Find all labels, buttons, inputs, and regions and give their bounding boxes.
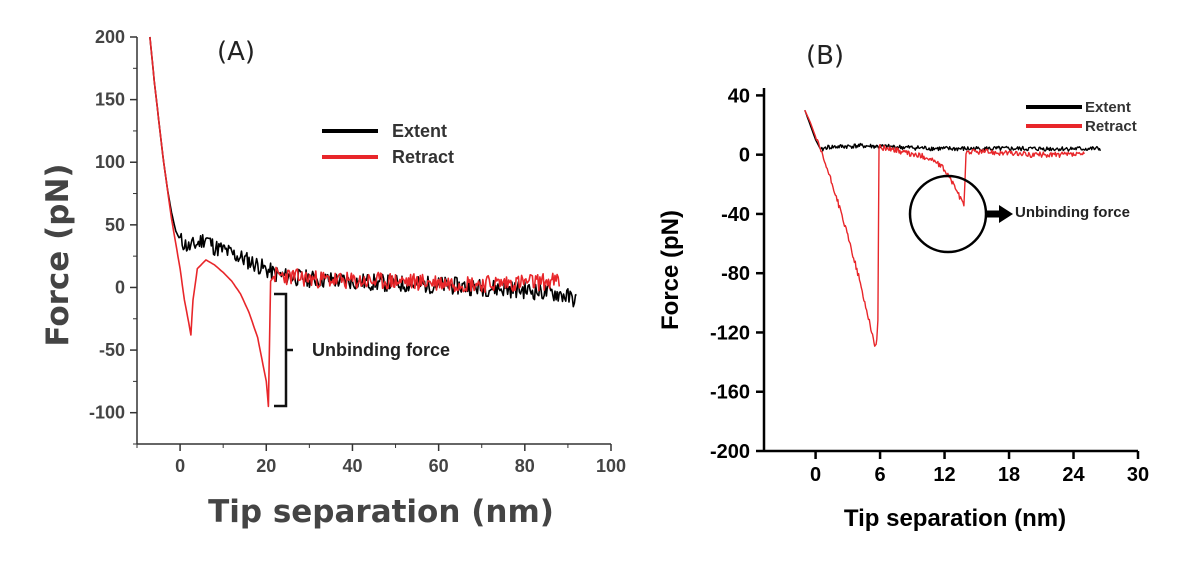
y-tick-label-a: 150: [95, 90, 125, 110]
x-tick-label-a: 0: [175, 456, 185, 476]
series-line-retract-a: [149, 36, 561, 408]
y-axis-title-a: Force (pN): [40, 163, 76, 346]
x-tick-label-b: 24: [1062, 464, 1085, 486]
legend-label-retract-b: Retract: [1085, 118, 1137, 135]
unbinding-circle-b: [908, 174, 988, 254]
unbinding-label-b: Unbinding force: [1015, 204, 1130, 221]
y-tick-label-a: -100: [89, 403, 125, 423]
x-tick-label-b: 18: [998, 464, 1020, 486]
legend-label-retract-a: Retract: [392, 147, 454, 167]
x-tick-label-b: 6: [875, 464, 886, 486]
series-line-retract-b: [804, 109, 1085, 347]
y-tick-label-b: 40: [728, 85, 750, 107]
y-tick-label-b: -120: [710, 322, 750, 344]
x-tick-label-a: 80: [515, 456, 535, 476]
panel-label-b: (B): [806, 41, 844, 71]
x-tick-label-a: 100: [596, 456, 626, 476]
y-tick-label-a: 0: [115, 277, 125, 297]
x-tick-label-b: 30: [1127, 464, 1149, 486]
x-tick-label-a: 60: [429, 456, 449, 476]
x-axis-title-a: Tip separation (nm): [208, 494, 554, 530]
panel-label-a: (A): [217, 37, 255, 67]
series-line-extent-b: [804, 109, 1102, 152]
legend-label-extent-b: Extent: [1085, 99, 1131, 116]
x-axis-title-b: Tip separation (nm): [844, 505, 1066, 532]
y-axis-title-b: Force (pN): [657, 210, 684, 330]
series-line-extent-a: [149, 36, 577, 308]
y-tick-label-b: -200: [710, 441, 750, 463]
x-tick-label-a: 40: [342, 456, 362, 476]
y-tick-label-b: -40: [721, 204, 750, 226]
y-tick-label-a: 50: [105, 215, 125, 235]
y-tick-label-a: 100: [95, 152, 125, 172]
x-tick-label-a: 20: [256, 456, 276, 476]
y-tick-label-b: -80: [721, 263, 750, 285]
x-tick-label-b: 12: [933, 464, 955, 486]
y-tick-label-b: 0: [739, 145, 750, 167]
y-tick-label-a: 200: [95, 27, 125, 47]
panel-b: -200 -160 -120 -80 -40 0 40 0 6 12 18 24 30 Tip separ…: [657, 41, 1149, 532]
y-tick-label-a: -50: [99, 340, 125, 360]
unbinding-arrow-head-b: [999, 205, 1013, 223]
unbinding-label-a: Unbinding force: [312, 340, 450, 360]
y-tick-label-b: -160: [710, 382, 750, 404]
unbinding-bracket-a: [274, 292, 293, 408]
x-tick-label-b: 0: [810, 464, 821, 486]
legend-label-extent-a: Extent: [392, 121, 447, 141]
panel-a: -100 -50 0 50 100 150 200 0 20 40 60 80 100 Tip separ…: [40, 27, 626, 530]
